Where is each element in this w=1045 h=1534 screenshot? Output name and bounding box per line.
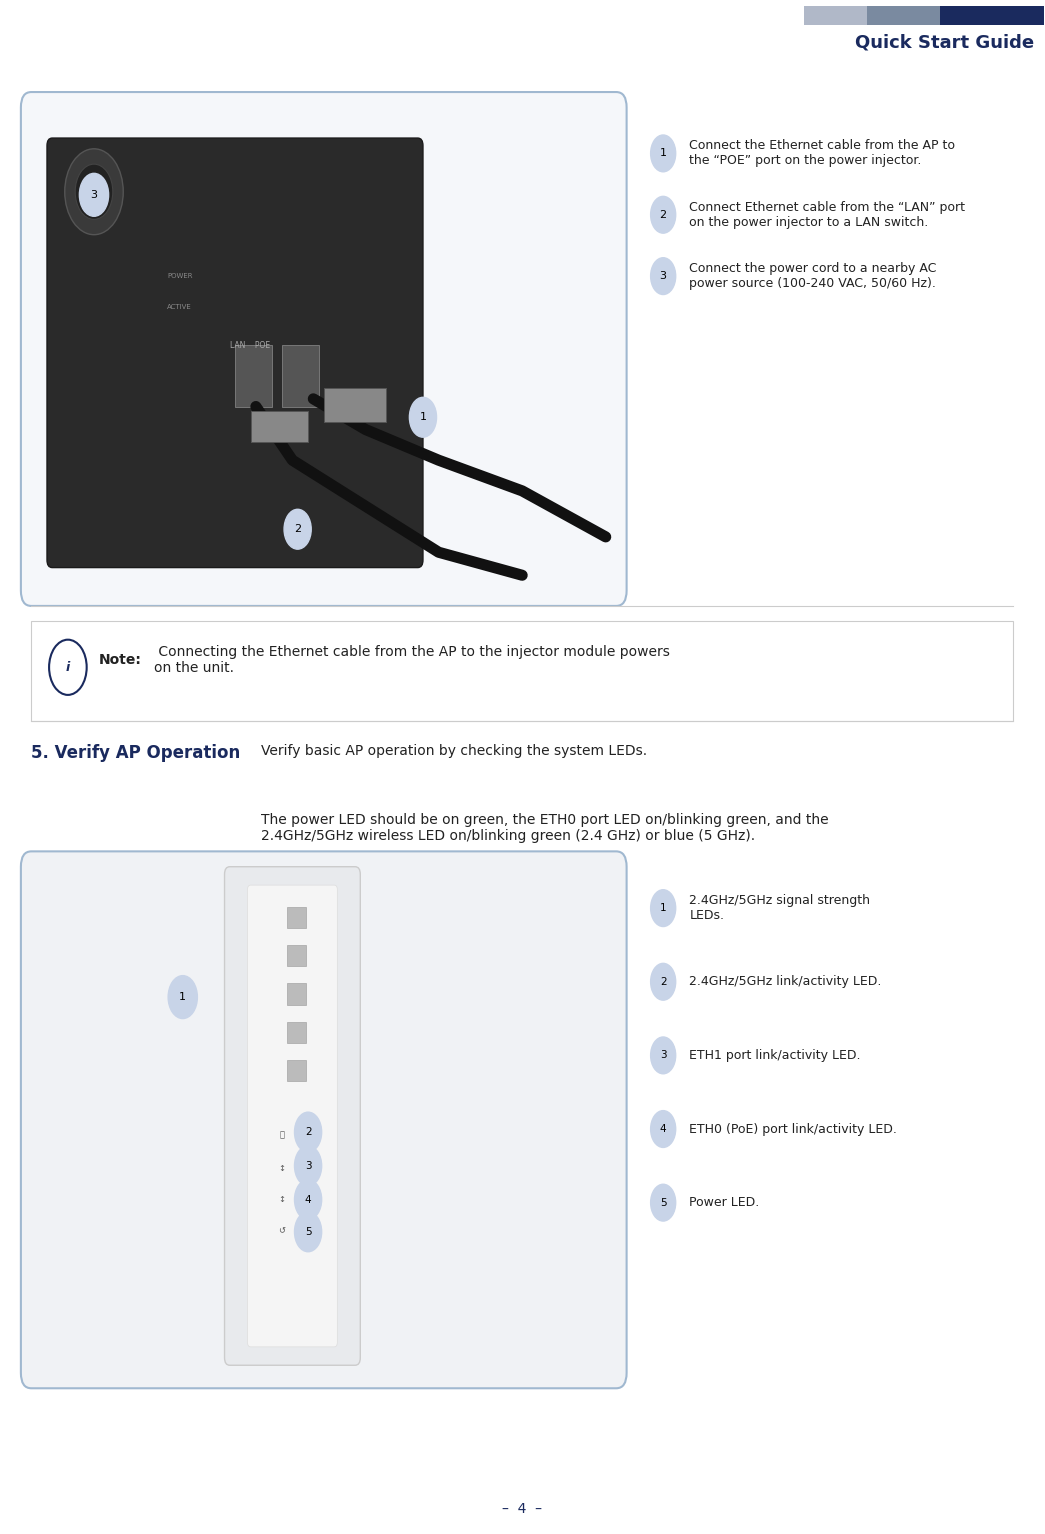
Circle shape — [651, 963, 676, 1000]
Circle shape — [410, 397, 437, 437]
Circle shape — [651, 135, 676, 172]
FancyBboxPatch shape — [939, 6, 1044, 25]
Text: Connect the power cord to a nearby AC
power source (100-240 VAC, 50/60 Hz).: Connect the power cord to a nearby AC po… — [690, 262, 936, 290]
Text: 4: 4 — [305, 1195, 311, 1204]
Text: 4: 4 — [659, 1124, 667, 1134]
Text: ↺: ↺ — [278, 1226, 285, 1235]
Circle shape — [79, 173, 109, 216]
FancyBboxPatch shape — [287, 1022, 306, 1043]
Text: Connect Ethernet cable from the “LAN” port
on the power injector to a LAN switch: Connect Ethernet cable from the “LAN” po… — [690, 201, 966, 229]
Text: Connect the Ethernet cable from the AP to
the “POE” port on the power injector.: Connect the Ethernet cable from the AP t… — [690, 140, 955, 167]
Circle shape — [295, 1146, 322, 1186]
Text: ⦿: ⦿ — [279, 1131, 284, 1140]
FancyBboxPatch shape — [287, 945, 306, 966]
Text: 2.4GHz/5GHz signal strength
LEDs.: 2.4GHz/5GHz signal strength LEDs. — [690, 894, 870, 922]
FancyBboxPatch shape — [248, 885, 338, 1347]
Circle shape — [651, 1111, 676, 1147]
FancyBboxPatch shape — [235, 345, 272, 407]
FancyBboxPatch shape — [287, 983, 306, 1005]
FancyBboxPatch shape — [47, 138, 423, 568]
Text: 2.4GHz/5GHz link/activity LED.: 2.4GHz/5GHz link/activity LED. — [690, 976, 882, 988]
Circle shape — [651, 890, 676, 927]
Text: 2: 2 — [659, 977, 667, 986]
Text: 2: 2 — [305, 1127, 311, 1137]
Text: 2: 2 — [659, 210, 667, 219]
FancyBboxPatch shape — [287, 1060, 306, 1081]
FancyBboxPatch shape — [31, 621, 1013, 721]
Text: Verify basic AP operation by checking the system LEDs.: Verify basic AP operation by checking th… — [261, 744, 647, 758]
Text: 1: 1 — [659, 904, 667, 913]
Text: 5: 5 — [305, 1227, 311, 1236]
Circle shape — [651, 258, 676, 295]
Text: ↕: ↕ — [278, 1164, 285, 1174]
Text: ACTIVE: ACTIVE — [167, 304, 192, 310]
FancyBboxPatch shape — [324, 388, 387, 422]
Text: Note:: Note: — [99, 652, 142, 667]
Text: 1: 1 — [659, 149, 667, 158]
Text: –  4  –: – 4 – — [503, 1502, 542, 1516]
Text: LAN    POE: LAN POE — [230, 341, 270, 350]
Text: The power LED should be on green, the ETH0 port LED on/blinking green, and the
2: The power LED should be on green, the ET… — [261, 813, 829, 844]
FancyBboxPatch shape — [21, 851, 627, 1388]
Circle shape — [168, 976, 198, 1019]
Text: 5. Verify AP Operation: 5. Verify AP Operation — [31, 744, 240, 762]
Text: Quick Start Guide: Quick Start Guide — [855, 34, 1034, 52]
Circle shape — [295, 1212, 322, 1252]
FancyBboxPatch shape — [866, 6, 939, 25]
FancyBboxPatch shape — [282, 345, 319, 407]
FancyBboxPatch shape — [287, 907, 306, 928]
Text: Power LED.: Power LED. — [690, 1197, 760, 1209]
FancyBboxPatch shape — [21, 92, 627, 606]
Circle shape — [284, 509, 311, 549]
Text: 3: 3 — [91, 190, 97, 199]
Circle shape — [65, 149, 123, 235]
Text: 1: 1 — [419, 413, 426, 422]
Text: ETH0 (PoE) port link/activity LED.: ETH0 (PoE) port link/activity LED. — [690, 1123, 898, 1135]
Text: 2: 2 — [294, 525, 301, 534]
Circle shape — [651, 1184, 676, 1221]
Text: POWER: POWER — [167, 273, 192, 279]
Text: ↕: ↕ — [278, 1195, 285, 1204]
Text: 3: 3 — [659, 272, 667, 281]
Circle shape — [49, 640, 87, 695]
Text: ETH1 port link/activity LED.: ETH1 port link/activity LED. — [690, 1049, 861, 1062]
Text: Connecting the Ethernet cable from the AP to the injector module powers
on the u: Connecting the Ethernet cable from the A… — [154, 644, 670, 675]
Circle shape — [651, 1037, 676, 1074]
FancyBboxPatch shape — [251, 411, 308, 442]
Text: 5: 5 — [659, 1198, 667, 1207]
Text: i: i — [66, 661, 70, 673]
Circle shape — [295, 1112, 322, 1152]
Circle shape — [75, 164, 113, 219]
Text: 3: 3 — [659, 1051, 667, 1060]
Text: 1: 1 — [180, 992, 186, 1002]
Circle shape — [651, 196, 676, 233]
Circle shape — [295, 1180, 322, 1220]
Text: 3: 3 — [305, 1161, 311, 1170]
FancyBboxPatch shape — [805, 6, 866, 25]
FancyBboxPatch shape — [225, 867, 361, 1365]
